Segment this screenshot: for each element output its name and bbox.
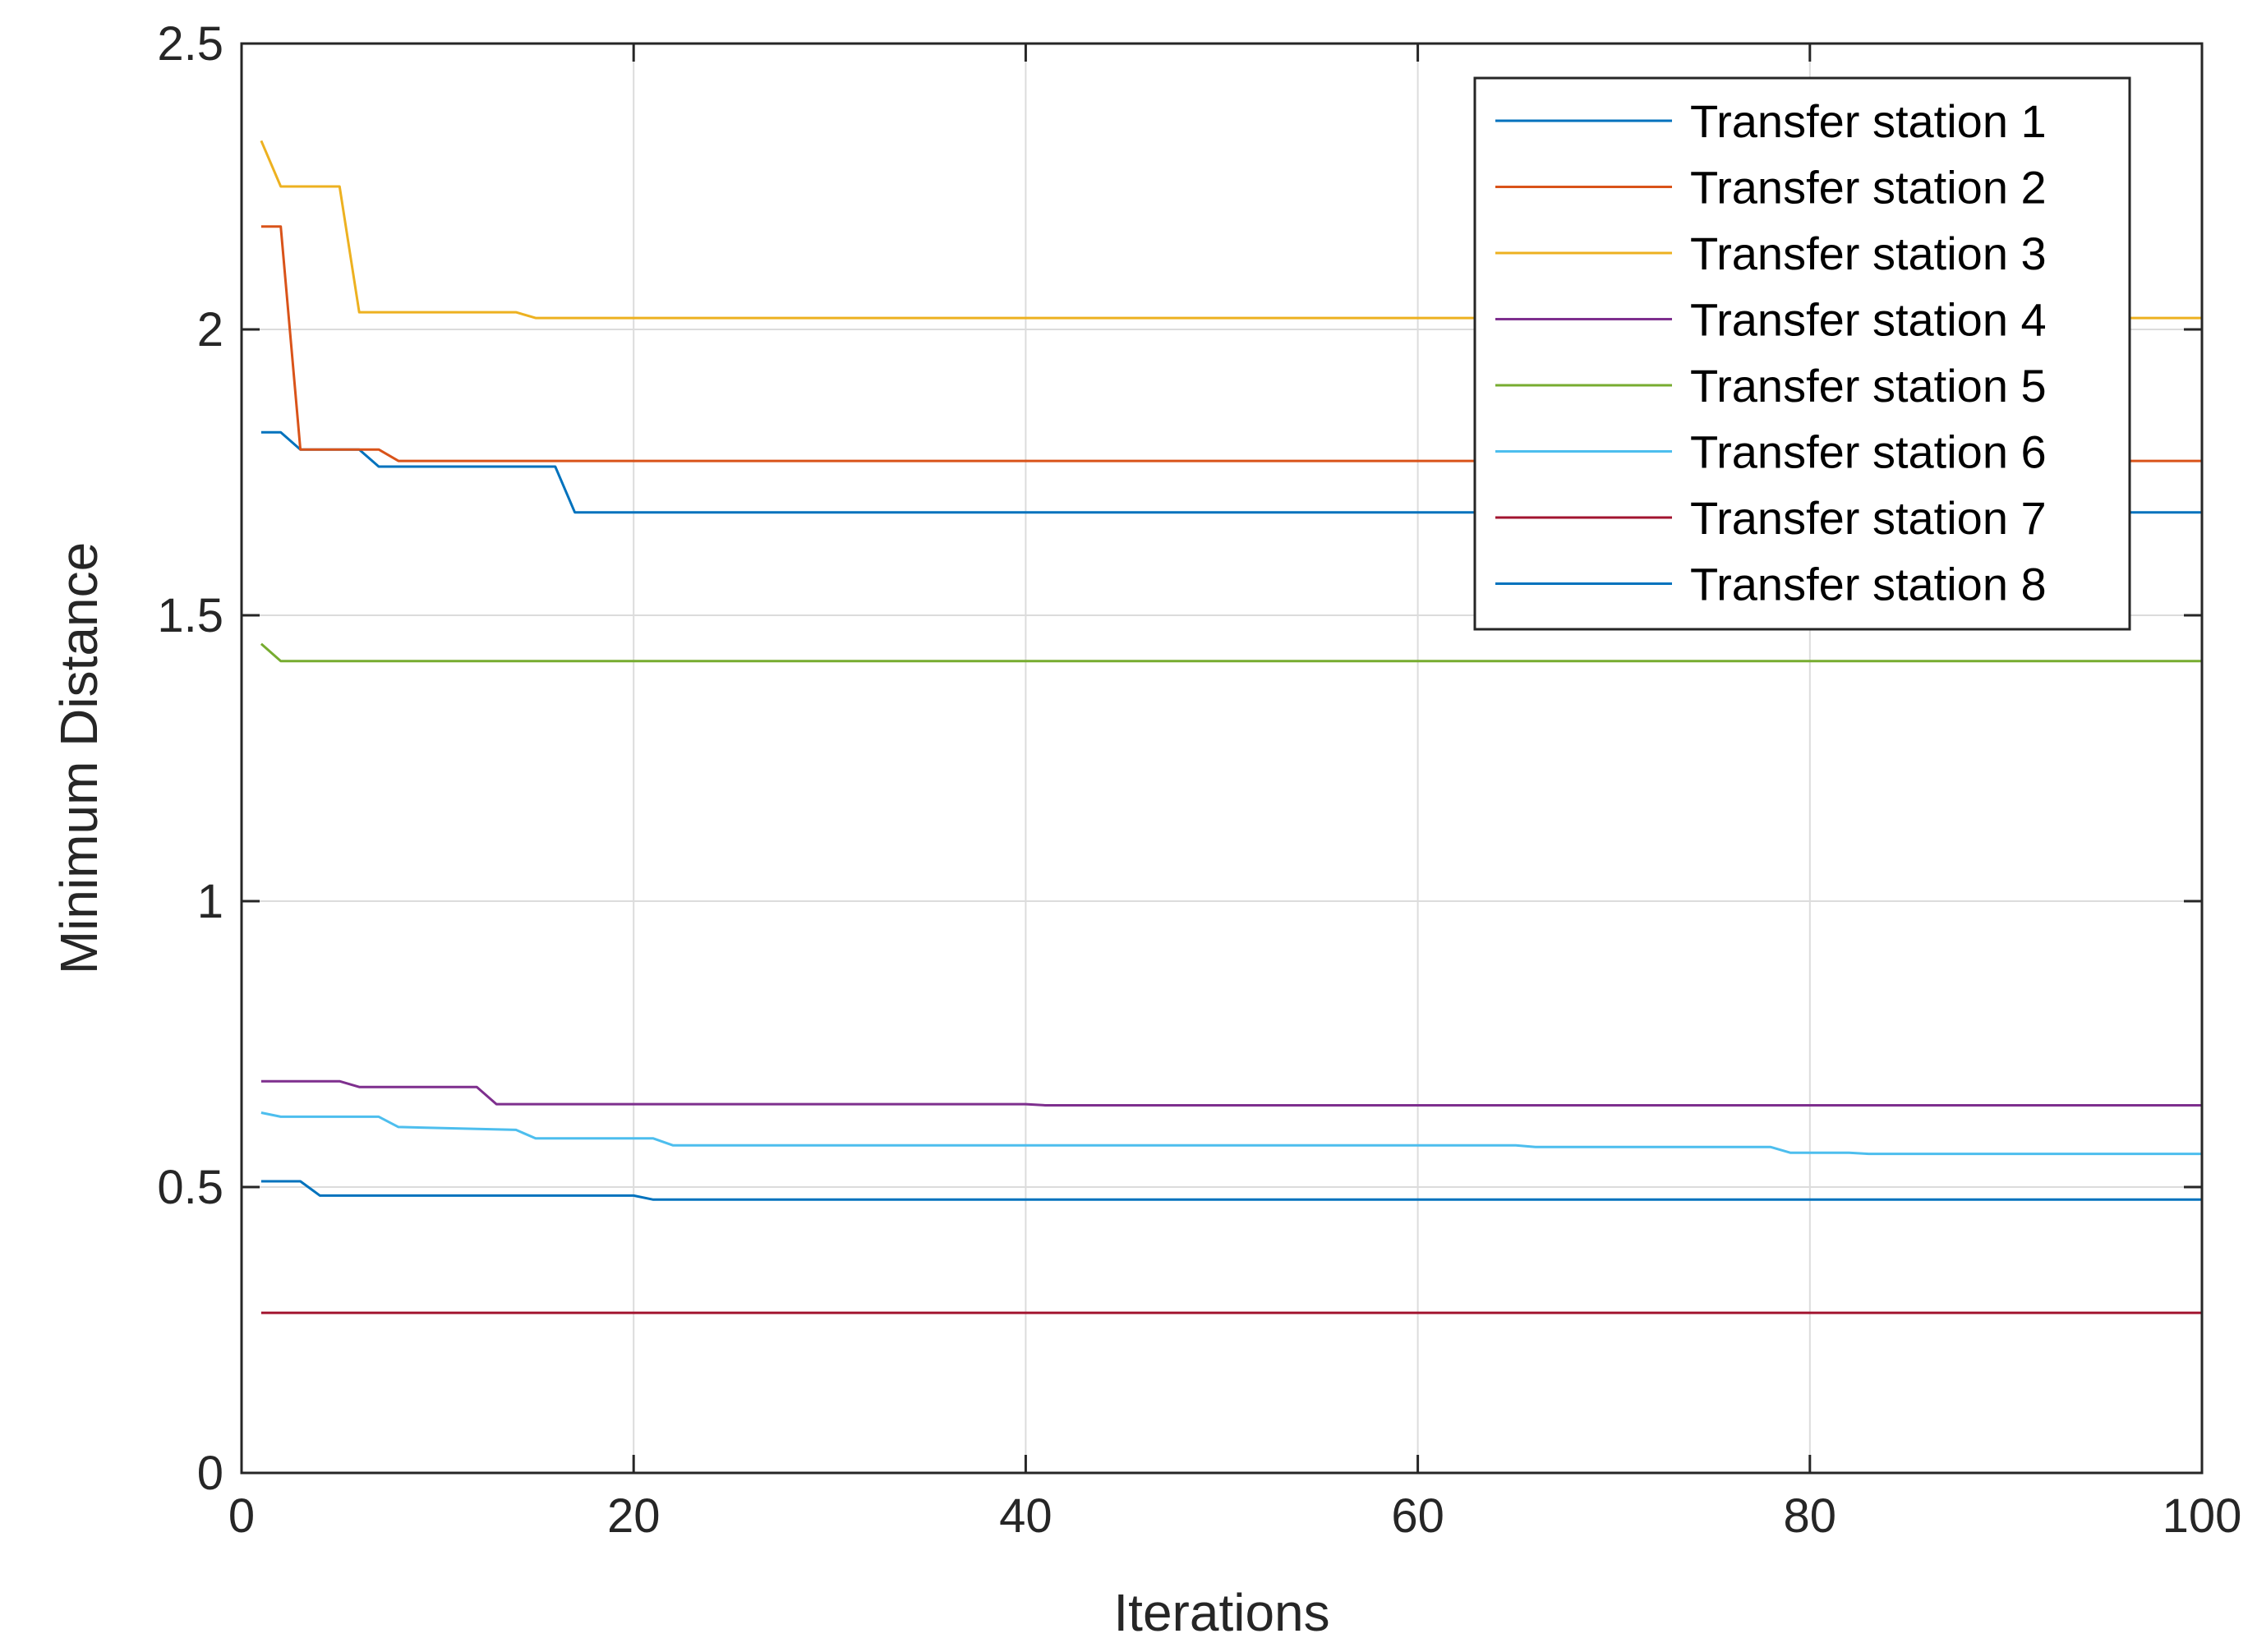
x-tick-label: 0: [228, 1489, 255, 1543]
series-line-1: [260, 430, 2202, 514]
legend-label-8: Transfer station 8: [1690, 559, 2047, 610]
y-tick-label: 0.5: [157, 1161, 223, 1214]
legend-box: [1473, 76, 2131, 631]
series-line-8: [260, 1180, 2202, 1201]
y-axis-label: Minimum Distance: [49, 542, 108, 974]
series-line-5: [260, 642, 2202, 663]
x-tick-label: 40: [999, 1489, 1052, 1543]
x-tick-label: 20: [607, 1489, 661, 1543]
y-tick-label: 1: [197, 875, 223, 928]
legend-label-2: Transfer station 2: [1690, 162, 2047, 214]
x-axis-label: Iterations: [1113, 1583, 1329, 1642]
x-tick-label: 60: [1391, 1489, 1444, 1543]
ticks: 0 20 40 60 80 100 0 0.5 1 1.5 2 2.5: [157, 17, 2241, 1543]
series-line-4: [260, 1079, 2202, 1107]
y-tick-label: 2: [197, 303, 223, 357]
series-line-2: [260, 225, 2202, 462]
plot-area: [260, 140, 2202, 1314]
legend: Transfer station 1 Transfer station 2 Tran…: [1473, 76, 2131, 631]
legend-label-6: Transfer station 6: [1690, 426, 2047, 478]
legend-label-7: Transfer station 7: [1690, 492, 2047, 544]
x-tick-label: 100: [2163, 1489, 2242, 1543]
y-tick-label: 1.5: [157, 589, 223, 642]
x-tick-label: 80: [1784, 1489, 1837, 1543]
y-tick-label: 2.5: [157, 17, 223, 71]
legend-label-3: Transfer station 3: [1690, 228, 2047, 279]
legend-label-1: Transfer station 1: [1690, 95, 2047, 147]
series-line-6: [260, 1111, 2202, 1156]
axes-box: [240, 42, 2204, 1475]
y-tick-label: 0: [197, 1447, 223, 1500]
series-line-3: [260, 140, 2202, 320]
legend-label-4: Transfer station 4: [1690, 294, 2047, 346]
legend-label-5: Transfer station 5: [1690, 360, 2047, 412]
